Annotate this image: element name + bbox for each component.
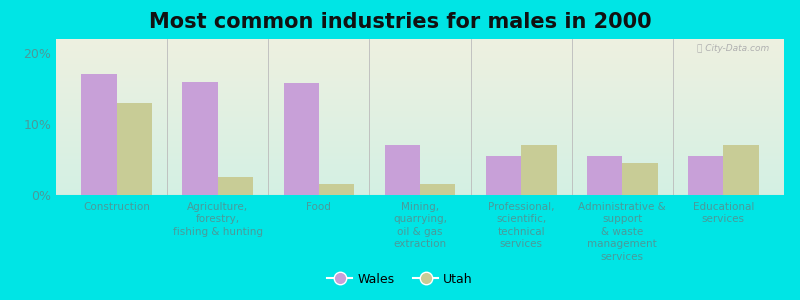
Bar bbox=[688, 156, 723, 195]
Bar bbox=[385, 146, 420, 195]
Bar bbox=[218, 177, 253, 195]
Bar bbox=[723, 146, 758, 195]
Bar bbox=[117, 103, 152, 195]
Text: Most common industries for males in 2000: Most common industries for males in 2000 bbox=[149, 12, 651, 32]
Bar bbox=[420, 184, 455, 195]
Bar bbox=[521, 146, 557, 195]
Bar bbox=[622, 163, 658, 195]
Bar bbox=[82, 74, 117, 195]
Text: ⓘ City-Data.com: ⓘ City-Data.com bbox=[697, 44, 770, 53]
Bar bbox=[283, 83, 319, 195]
Bar bbox=[319, 184, 354, 195]
Legend: Wales, Utah: Wales, Utah bbox=[322, 268, 478, 291]
Bar bbox=[587, 156, 622, 195]
Bar bbox=[182, 82, 218, 195]
Bar bbox=[486, 156, 521, 195]
